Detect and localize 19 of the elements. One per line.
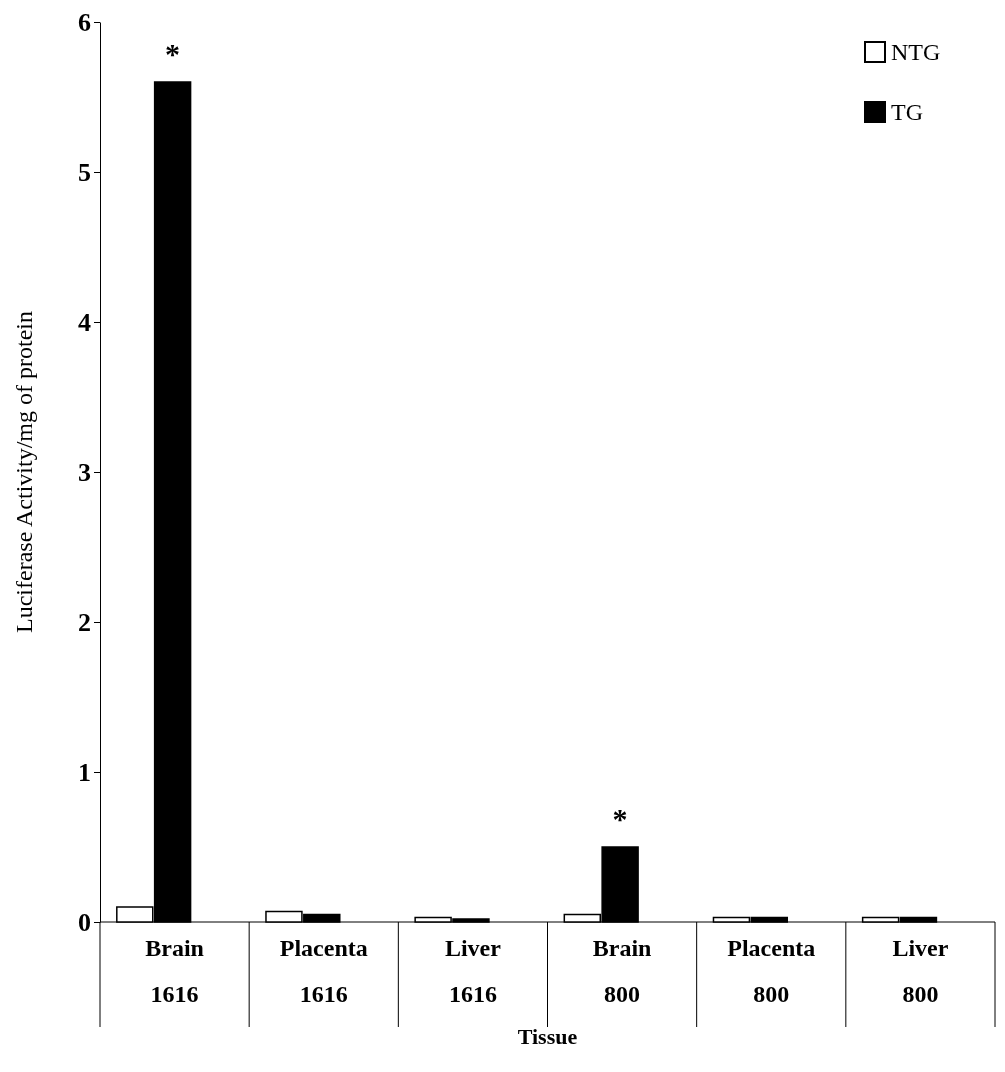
x-tick-label: Liver 800 [892,935,949,1007]
x-tick-label: Brain 1616 [145,935,204,1007]
legend-label: TG [891,99,923,125]
x-tick-label: Liver 1616 [444,935,502,1007]
x-tick-label: Brain 800 [592,935,652,1007]
y-tick-label: 2 [78,607,91,637]
y-tick-label: 5 [78,157,91,187]
y-tick-label: 6 [78,7,91,37]
x-tick-label: Placenta 800 [727,935,816,1007]
legend-label: NTG [891,39,941,65]
y-axis-title: Luciferase Activity/mg of protein [11,311,37,633]
y-tick-label: 1 [78,757,91,787]
annotation: * [612,802,628,835]
y-tick-label: 4 [78,307,91,337]
y-tick-label: 3 [78,457,91,487]
y-tick-label: 0 [78,907,91,937]
annotation: * [165,37,181,70]
x-axis-title: Tissue [517,1024,578,1049]
x-tick-label: Placenta 1616 [279,935,368,1007]
